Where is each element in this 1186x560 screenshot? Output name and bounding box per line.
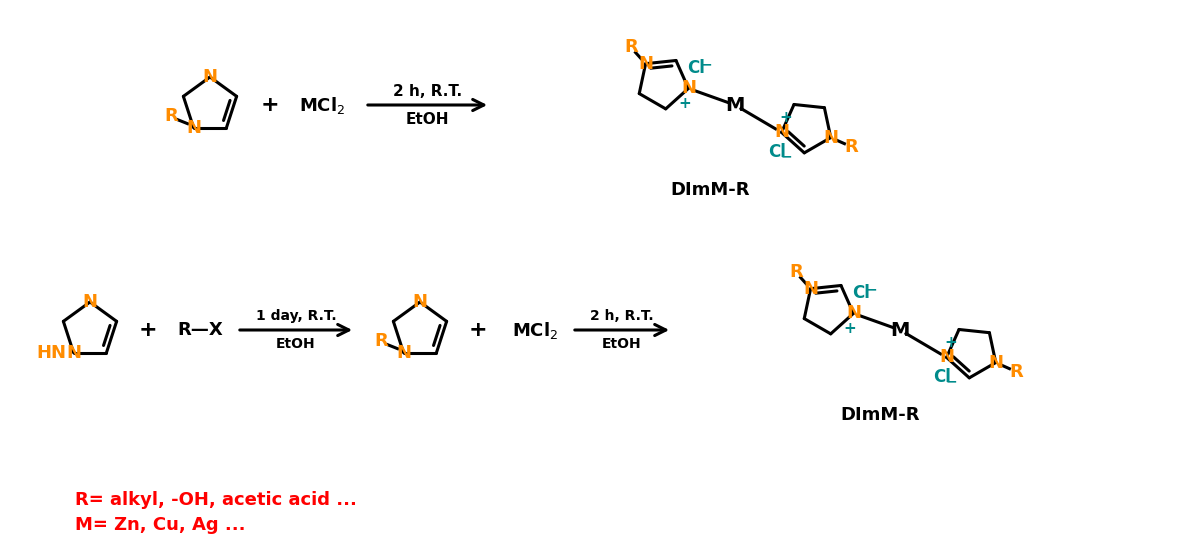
Text: −: − [701, 58, 713, 72]
Text: N: N [988, 353, 1003, 372]
Text: +: + [944, 335, 957, 350]
Text: R—X: R—X [177, 321, 223, 339]
Text: N: N [681, 80, 696, 97]
Text: M: M [726, 96, 745, 114]
Text: Cl: Cl [688, 59, 706, 77]
Text: 2 h, R.T.: 2 h, R.T. [393, 83, 463, 99]
Text: R= alkyl, -OH, acetic acid ...: R= alkyl, -OH, acetic acid ... [75, 491, 357, 509]
Text: N: N [638, 55, 653, 73]
Text: R: R [789, 263, 803, 281]
Text: N: N [823, 129, 839, 147]
Text: N: N [83, 293, 97, 311]
Text: N: N [803, 279, 818, 298]
Text: N: N [66, 344, 81, 362]
Text: Cl: Cl [853, 284, 871, 302]
Text: HN: HN [37, 344, 66, 362]
Text: N: N [939, 348, 954, 366]
Text: +: + [843, 321, 856, 336]
Text: R: R [624, 38, 638, 57]
Text: +: + [139, 320, 158, 340]
Text: −: − [780, 150, 792, 164]
Text: +: + [678, 96, 690, 111]
Text: N: N [413, 293, 427, 311]
Text: M= Zn, Cu, Ag ...: M= Zn, Cu, Ag ... [75, 516, 246, 534]
Text: N: N [186, 119, 202, 137]
Text: R: R [165, 106, 178, 125]
Text: MCl$_2$: MCl$_2$ [299, 95, 345, 115]
Text: M: M [891, 320, 910, 339]
Text: Cl: Cl [932, 368, 950, 386]
Text: R: R [375, 332, 389, 349]
Text: +: + [468, 320, 487, 340]
Text: MCl$_2$: MCl$_2$ [512, 320, 559, 340]
Text: EtOH: EtOH [276, 337, 315, 351]
Text: R: R [844, 138, 857, 156]
Text: +: + [779, 110, 792, 125]
Text: DImM-R: DImM-R [840, 406, 920, 424]
Text: EtOH: EtOH [406, 111, 449, 127]
Text: DImM-R: DImM-R [670, 181, 750, 199]
Text: N: N [396, 344, 412, 362]
Text: N: N [203, 68, 217, 86]
Text: R: R [1009, 362, 1022, 381]
Text: 1 day, R.T.: 1 day, R.T. [256, 309, 337, 323]
Text: −: − [866, 282, 878, 296]
Text: −: − [945, 375, 957, 389]
Text: Cl: Cl [767, 143, 785, 161]
Text: 2 h, R.T.: 2 h, R.T. [591, 309, 653, 323]
Text: +: + [261, 95, 280, 115]
Text: N: N [846, 305, 861, 323]
Text: EtOH: EtOH [602, 337, 642, 351]
Text: N: N [774, 123, 789, 142]
